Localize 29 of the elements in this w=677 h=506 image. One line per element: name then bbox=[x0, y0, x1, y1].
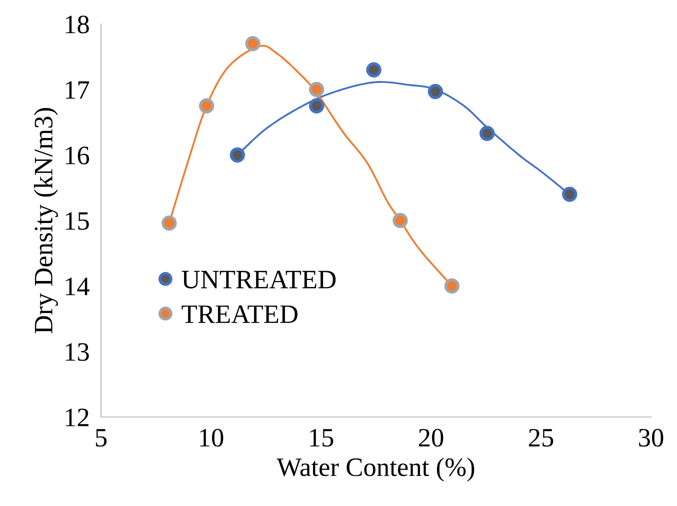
point bbox=[392, 212, 408, 228]
x-tick-label: 25 bbox=[528, 428, 554, 447]
x-tick-label: 15 bbox=[310, 429, 334, 447]
y-tick-label: 12 bbox=[66, 408, 88, 426]
point bbox=[245, 36, 260, 52]
legend-label: TREATED bbox=[182, 305, 298, 323]
x-tick-label: 20 bbox=[418, 428, 444, 447]
legend-label: UNTREATED bbox=[182, 270, 336, 288]
y-tick-label: 14 bbox=[66, 278, 90, 296]
point bbox=[162, 216, 177, 231]
point bbox=[230, 147, 245, 163]
point bbox=[309, 98, 324, 114]
y-tick-label: 17 bbox=[66, 81, 90, 99]
y-tick-label: 16 bbox=[66, 146, 90, 164]
x-tick-label: 5 bbox=[96, 429, 107, 447]
x-axis-title: Water Content (%) bbox=[276, 458, 474, 482]
point bbox=[444, 278, 460, 294]
y-tick-label: 15 bbox=[66, 212, 89, 230]
point bbox=[428, 84, 443, 100]
point bbox=[199, 98, 214, 114]
point bbox=[366, 62, 382, 78]
y-tick-label: 18 bbox=[66, 16, 89, 34]
y-tick-label: 13 bbox=[66, 343, 89, 361]
point bbox=[309, 82, 324, 98]
x-tick-label: 10 bbox=[200, 428, 224, 447]
point bbox=[480, 126, 495, 141]
x-tick-label: 30 bbox=[639, 428, 664, 447]
point bbox=[562, 186, 578, 202]
y-axis-title: Dry Density (kN/m3) bbox=[34, 108, 58, 334]
